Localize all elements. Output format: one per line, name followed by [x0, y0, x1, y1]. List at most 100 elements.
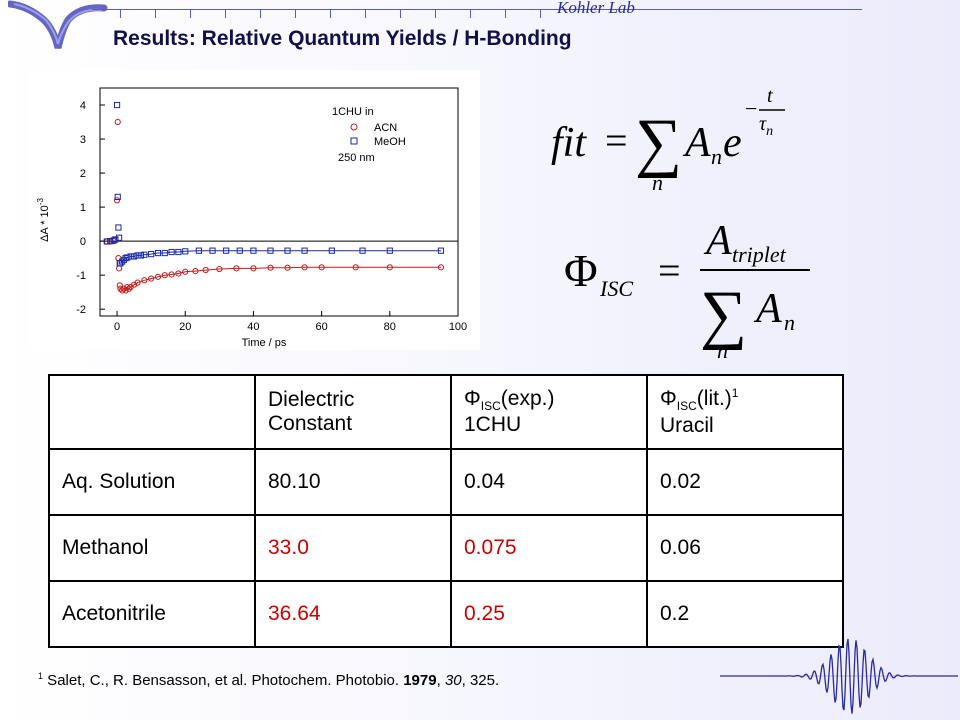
data-point-acn	[134, 279, 141, 286]
x-tick-label: 0	[114, 321, 120, 333]
data-point-acn	[113, 197, 121, 204]
data-point-acn	[116, 282, 123, 289]
data-point-acn	[141, 277, 148, 284]
header-phi-lit-rest: (lit.)	[696, 387, 732, 411]
plot-border	[99, 87, 459, 317]
x-tick-label: 20	[179, 321, 191, 333]
data-point-acn	[119, 287, 126, 294]
fit-lines	[120, 250, 441, 292]
table-header-row: Dielectric Constant ΦISC(exp.) 1CHU ΦISC…	[48, 374, 844, 450]
header-phi-exp-symbol: Φ	[464, 386, 481, 410]
data-point-acn	[168, 271, 175, 278]
fit-exp-t: t	[767, 85, 773, 107]
data-point-acn	[284, 264, 291, 271]
x-tick-label: 80	[384, 321, 396, 333]
header-tick	[155, 9, 156, 18]
data-point-meoh	[134, 252, 141, 259]
cell-dielectric: 36.64	[254, 580, 452, 648]
header-tick	[225, 9, 226, 18]
reference-volume: 30	[444, 672, 462, 689]
header-phi-lit-line1: ΦISC(lit.)1	[660, 386, 830, 413]
data-point-meoh	[328, 247, 335, 254]
fit-exp-base: e	[723, 120, 742, 166]
y-tick-label: -2	[76, 304, 86, 316]
data-point-acn	[122, 287, 129, 294]
table-row: Methanol 33.0 0.075 0.06	[48, 514, 844, 582]
data-point-meoh	[386, 247, 393, 254]
x-tick-label: 100	[449, 321, 467, 333]
data-point-meoh	[267, 247, 274, 254]
y-axis-label-text: ΔA * 10	[39, 205, 51, 242]
phi-subscript: ISC	[599, 276, 633, 301]
cell-solvent: Methanol	[48, 514, 256, 582]
header-phi-lit-ref: 1	[731, 386, 739, 401]
plot-frame	[99, 87, 459, 317]
table-row: Acetonitrile 36.64 0.25 0.2	[48, 580, 844, 648]
data-point-acn	[233, 265, 240, 272]
fit-lhs: fit	[551, 120, 587, 166]
fit-amplitude-sub: n	[711, 144, 722, 169]
data-point-meoh	[161, 249, 168, 257]
header-phi-lit-symbol: Φ	[660, 387, 677, 411]
reference-marker: 1	[38, 671, 44, 681]
data-point-meoh	[115, 234, 123, 241]
cell-phi-lit: 0.02	[646, 448, 844, 516]
data-point-meoh	[301, 247, 308, 254]
data-point-meoh	[113, 101, 121, 109]
cell-solvent: Acetonitrile	[48, 580, 256, 648]
cell-phi-lit: 0.06	[646, 514, 844, 582]
header-tick	[295, 9, 296, 18]
fit-exp-tau-symbol: τ	[759, 113, 767, 135]
data-point-acn	[124, 283, 131, 291]
reference-footnote: 1 Salet, C., R. Bensasson, et al. Photoc…	[38, 671, 499, 689]
reference-sep1: ,	[436, 672, 445, 689]
data-point-meoh	[114, 193, 121, 200]
denominator-sum: ∑	[700, 278, 747, 351]
data-point-meoh	[437, 247, 445, 254]
data-point-acn	[267, 264, 274, 271]
y-tick-label: 0	[80, 236, 86, 248]
data-point-meoh	[175, 248, 182, 256]
y-axis-label: ΔA * 10-3	[36, 198, 51, 242]
header-tick	[330, 9, 331, 18]
header-tick	[540, 9, 541, 18]
cell-phi-exp: 0.04	[450, 448, 648, 516]
data-point-meoh	[137, 252, 145, 259]
header-tick	[120, 9, 121, 18]
data-point-acn	[182, 268, 189, 275]
legend-acn-label: ACN	[374, 122, 397, 134]
data-point-acn	[318, 264, 325, 271]
denominator-a: A	[753, 286, 782, 332]
header-dielectric-line1: Dielectric	[268, 388, 355, 411]
numerator-sub: triplet	[732, 242, 787, 267]
header-phi-lit-sub: ISC	[676, 399, 697, 414]
data-point-acn	[161, 272, 168, 279]
decay-chart: 0 20 40 60 80 100 -2 -1 0 1 2 3 4 Time / ps ΔA * 10…	[28, 70, 480, 350]
phi-symbol: Φ	[564, 245, 598, 296]
data-point-meoh	[127, 253, 134, 260]
data-point-meoh	[223, 247, 230, 254]
fit-sum: ∑	[635, 106, 682, 179]
fit-line-acn	[120, 266, 441, 292]
header-tick	[505, 9, 506, 18]
data-point-acn	[202, 266, 209, 274]
data-point-meoh	[112, 236, 119, 243]
data-point-acn	[192, 267, 199, 275]
data-point-meoh	[209, 247, 216, 254]
data-point-meoh	[148, 250, 155, 258]
data-point-meoh	[250, 247, 257, 254]
table-row: Aq. Solution 80.10 0.04 0.02	[48, 448, 844, 516]
y-axis-label-exp: -3	[36, 198, 45, 206]
y-axis-ticks: -2 -1 0 1 2 3 4	[76, 100, 105, 316]
header-tick	[365, 9, 366, 18]
cell-dielectric: 33.0	[254, 514, 452, 582]
data-point-acn	[148, 275, 155, 282]
denominator-index: n	[717, 338, 728, 360]
slide-title: Results: Relative Quantum Yields / H-Bon…	[113, 27, 572, 50]
x-axis-ticks: 0 20 40 60 80 100	[114, 311, 467, 333]
y-tick-label: 1	[80, 202, 86, 214]
header-tick	[400, 9, 401, 18]
header-rule	[92, 9, 862, 10]
reference-year: 1979	[403, 672, 437, 689]
cell-phi-lit: 0.2	[646, 580, 844, 648]
